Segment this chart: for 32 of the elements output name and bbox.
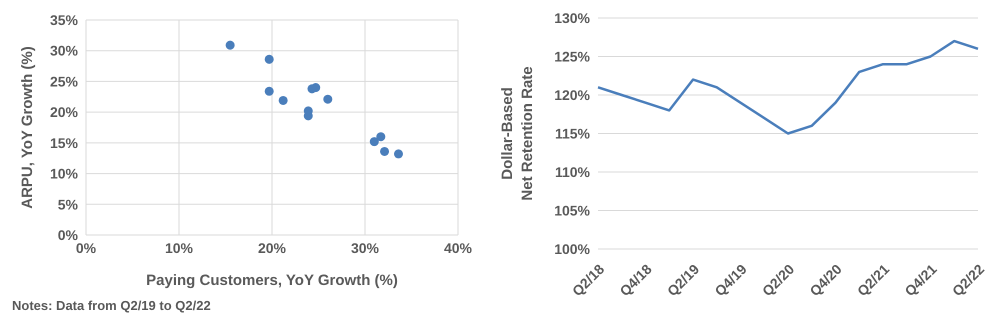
y-tick-label: 15% — [50, 134, 79, 151]
y-tick-label: 35% — [50, 12, 79, 28]
point — [380, 146, 390, 156]
y-tick-label: 125% — [554, 48, 591, 64]
x-tick-label: 10% — [164, 240, 194, 256]
point — [264, 86, 274, 96]
x-tick-label: 40% — [444, 240, 473, 256]
point — [323, 94, 332, 104]
y-tick-label: 20% — [50, 104, 79, 120]
y-tick-label: 30% — [50, 42, 79, 59]
x-axis-title: Paying Customers, YoY Growth (%) — [146, 272, 398, 289]
point — [264, 54, 274, 64]
point — [278, 96, 288, 105]
line-series — [596, 40, 980, 135]
y-axis-title: Dollar-Based Net Retention Rate — [499, 66, 536, 201]
point — [376, 132, 386, 142]
y-tick-label: 130% — [554, 10, 591, 26]
point — [394, 149, 403, 158]
point — [226, 40, 235, 50]
y-tick-label: 120% — [554, 86, 591, 103]
y-tick-label: 10% — [50, 166, 79, 182]
point — [370, 137, 379, 146]
y-tick-label: 5% — [58, 196, 79, 212]
y-tick-label: 25% — [50, 73, 79, 90]
y-axis-title: ARPU, YoY Growth (%) — [19, 46, 36, 209]
y-tick-label: 110% — [554, 164, 591, 180]
x-tick-label: 20% — [258, 240, 287, 256]
text: Notes: Data from Q2/19 to Q2/22 — [12, 298, 211, 313]
y-tick-label: 105% — [554, 202, 591, 218]
x-tick-label: 30% — [350, 240, 380, 256]
y-tick-label: 100% — [554, 240, 591, 257]
y-tick-label: 115% — [554, 125, 591, 142]
